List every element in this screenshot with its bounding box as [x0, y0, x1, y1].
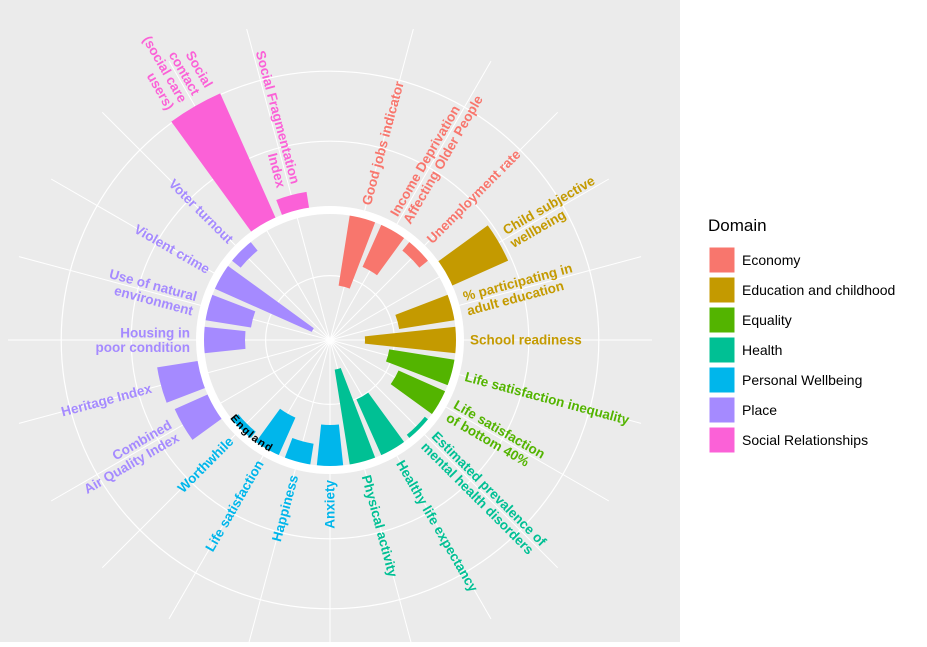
spoke: [18, 256, 331, 341]
category-label: School readiness: [470, 333, 582, 348]
legend-swatch: [708, 306, 736, 334]
bar: [174, 392, 225, 440]
bar: [200, 326, 246, 354]
bar: [211, 263, 314, 332]
bars: [157, 93, 509, 470]
spoke: [168, 339, 331, 620]
legend-label: Economy: [742, 252, 800, 268]
legend-swatch: [708, 246, 736, 274]
bar: [364, 326, 460, 354]
bar: [402, 238, 432, 268]
bar: [157, 360, 209, 403]
legend-swatch: [708, 366, 736, 394]
spoke: [329, 339, 610, 502]
spoke: [246, 28, 331, 341]
legend-swatch: [708, 336, 736, 364]
spoke: [101, 339, 331, 569]
plot-panel: [0, 0, 680, 642]
legend-swatch: [708, 276, 736, 304]
spoke: [329, 256, 642, 341]
spoke: [329, 339, 642, 424]
bar: [228, 238, 258, 268]
bar: [362, 221, 407, 276]
legend-swatch: [708, 396, 736, 424]
legend-label: Personal Wellbeing: [742, 372, 862, 388]
bar: [253, 408, 296, 459]
bar: [356, 392, 407, 459]
spoke: [329, 339, 492, 620]
spoke: [101, 111, 331, 341]
category-label: Housing in poor condition: [96, 325, 190, 355]
spoke: [247, 339, 331, 647]
legend-label: Health: [742, 342, 782, 358]
spoke: [329, 28, 414, 341]
bar: [390, 370, 449, 417]
legend-label: Education and childhood: [742, 282, 895, 298]
legend-swatch: [708, 426, 736, 454]
bar: [171, 93, 278, 235]
legend-label: Place: [742, 402, 777, 418]
legend-label: Equality: [742, 312, 792, 328]
legend-label: Social Relationships: [742, 432, 868, 448]
legend: Economy Education and childhood Equality He…: [708, 246, 895, 454]
bar: [338, 211, 377, 289]
bar: [201, 293, 256, 328]
spoke: [329, 60, 492, 341]
legend-title: Domain: [708, 216, 767, 235]
bar: [435, 225, 509, 288]
bar: [316, 424, 344, 470]
bar: [395, 293, 459, 330]
baseline-circle: [196, 206, 464, 474]
bar: [334, 368, 377, 469]
bar: [228, 414, 256, 442]
spoke: [329, 339, 559, 569]
category-label: Anxiety: [323, 480, 338, 529]
bar: [386, 349, 459, 387]
spoke: [329, 111, 559, 341]
